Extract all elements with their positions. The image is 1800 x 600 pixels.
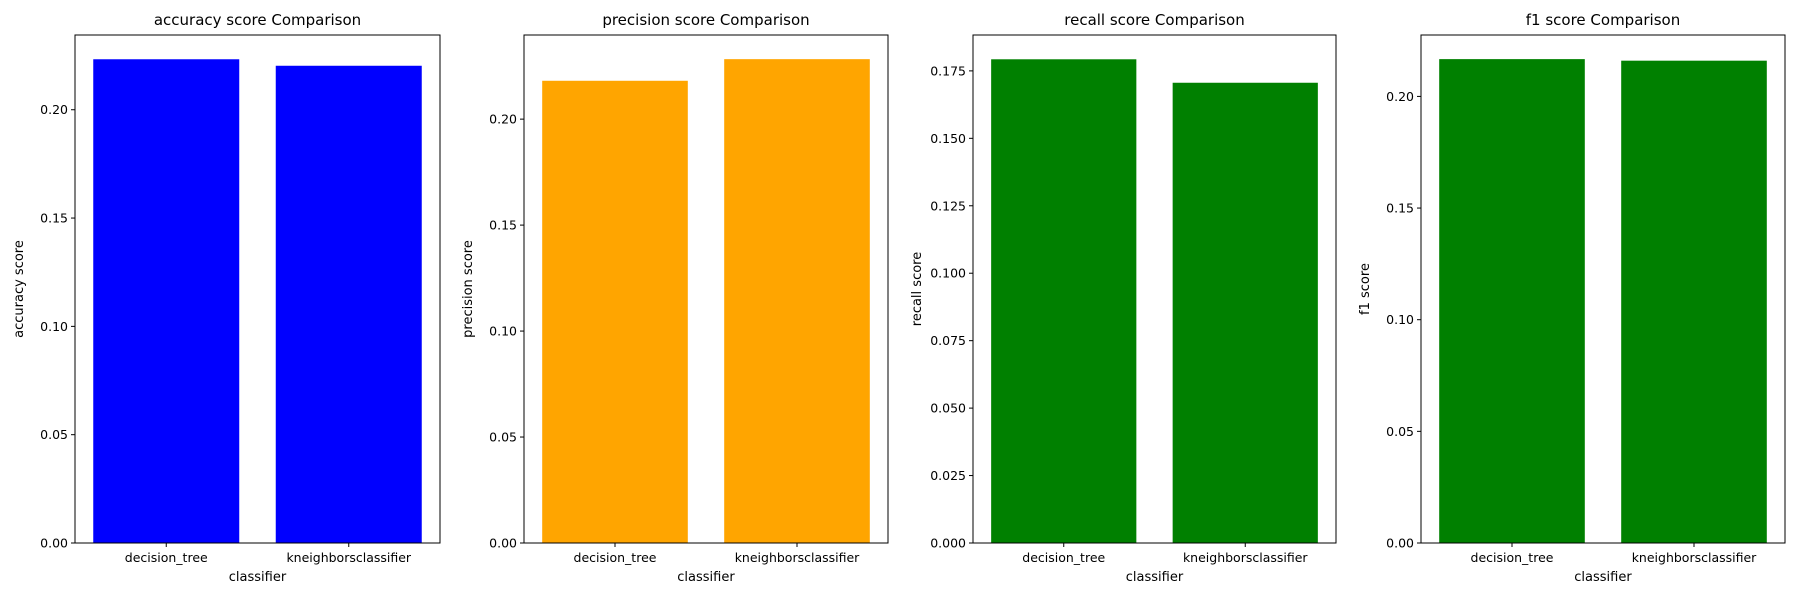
y-tick-label: 0.125	[930, 198, 966, 213]
x-axis-label: classifier	[229, 570, 287, 585]
y-tick-label: 0.20	[489, 112, 517, 127]
y-tick-label: 0.175	[930, 63, 966, 78]
chart-title: accuracy score Comparison	[154, 11, 361, 29]
bar-decision_tree	[93, 59, 240, 543]
y-tick-label: 0.20	[1386, 89, 1414, 104]
chart-title: precision score Comparison	[602, 11, 809, 29]
axes-frame	[972, 34, 1337, 544]
y-tick-label: 0.00	[1386, 536, 1414, 551]
y-tick-label: 0.05	[1386, 424, 1414, 439]
y-tick-label: 0.150	[930, 131, 966, 146]
chart-panel-2: decision_tree kneighborsclassifier 0.00 0.0…	[461, 11, 889, 585]
x-axis-label: classifier	[677, 570, 735, 585]
x-tick-label: decision_tree	[1022, 550, 1105, 565]
y-tick-label: 0.15	[1386, 201, 1414, 216]
y-axis-label: f1 score	[1358, 263, 1373, 315]
y-tick-label: 0.15	[489, 218, 517, 233]
bar-kneighborsclassifier	[1172, 82, 1318, 543]
bar-decision_tree	[542, 80, 688, 543]
y-axis-label: accuracy score	[12, 240, 27, 338]
y-tick-label: 0.05	[489, 430, 517, 445]
chart-title: recall score Comparison	[1064, 11, 1245, 29]
bar-kneighborsclassifier	[275, 65, 422, 543]
x-tick-label: kneighborsclassifier	[1183, 550, 1308, 565]
axes-frame	[74, 34, 441, 544]
y-tick-label: 0.00	[40, 536, 68, 551]
chart-panel-3: decision_tree kneighborsclassifier 0.000 0.…	[910, 11, 1337, 585]
y-tick-label: 0.00	[489, 536, 517, 551]
x-tick-label: decision_tree	[574, 550, 657, 565]
y-tick-label: 0.10	[1386, 312, 1414, 327]
axes-frame	[523, 34, 889, 544]
y-tick-label: 0.100	[930, 266, 966, 281]
chart-panel-1: decision_tree kneighborsclassifier 0.00 0.0…	[12, 11, 441, 585]
x-tick-label: kneighborsclassifier	[1632, 550, 1757, 565]
y-axis-label: recall score	[910, 252, 925, 326]
bar-decision_tree	[1439, 59, 1585, 544]
x-tick-label: kneighborsclassifier	[735, 550, 860, 565]
y-axis-label: precision score	[461, 240, 476, 338]
x-tick-label: kneighborsclassifier	[286, 550, 411, 565]
chart-title: f1 score Comparison	[1526, 11, 1680, 29]
y-tick-label: 0.15	[40, 211, 68, 226]
y-tick-label: 0.10	[40, 319, 68, 334]
chart-panel-4: decision_tree kneighborsclassifier 0.00 0.0…	[1358, 11, 1786, 585]
x-axis-label: classifier	[1126, 570, 1184, 585]
x-tick-label: decision_tree	[1471, 550, 1554, 565]
y-tick-label: 0.050	[930, 401, 966, 416]
y-tick-label: 0.20	[40, 102, 68, 117]
y-tick-label: 0.10	[489, 324, 517, 339]
bar-decision_tree	[991, 59, 1137, 543]
y-tick-label: 0.025	[930, 468, 966, 483]
y-tick-label: 0.05	[40, 427, 68, 442]
y-tick-label: 0.000	[930, 536, 966, 551]
x-tick-label: decision_tree	[125, 550, 208, 565]
y-tick-label: 0.075	[930, 333, 966, 348]
bar-kneighborsclassifier	[1621, 60, 1767, 544]
bar-kneighborsclassifier	[724, 59, 870, 543]
axes-frame	[1420, 34, 1786, 544]
x-axis-label: classifier	[1574, 570, 1632, 585]
